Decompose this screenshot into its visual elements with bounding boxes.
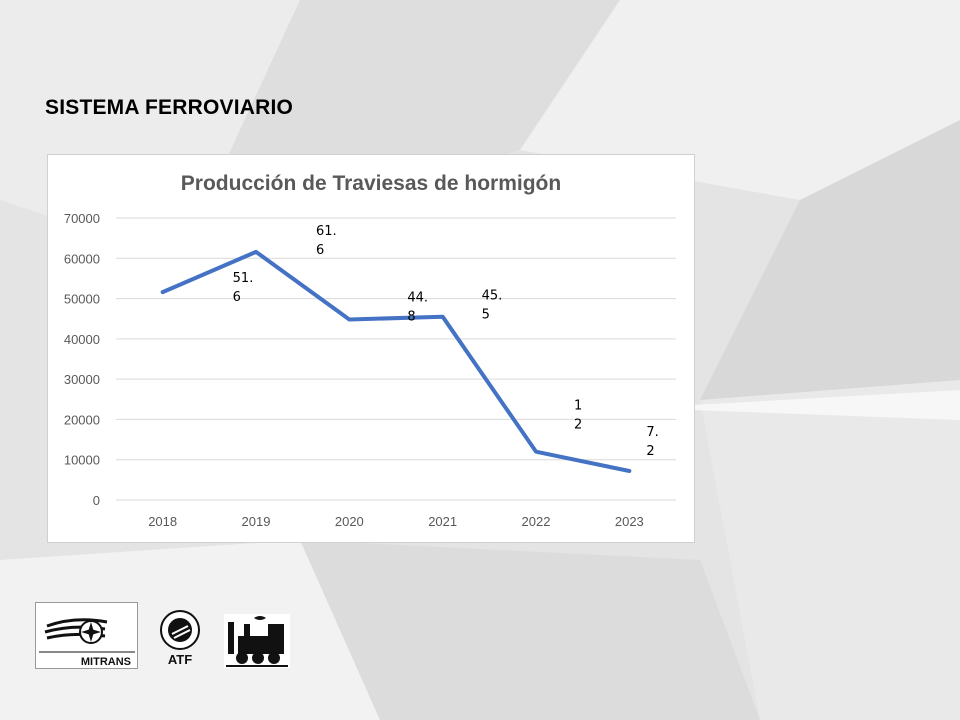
data-label-line: 7. [646,425,658,440]
mitrans-logo-text: MITRANS [81,656,131,668]
data-label-line: 44. [407,291,428,306]
data-label-line: 1 [574,399,582,414]
x-tick-label: 2018 [148,514,177,529]
data-label-line: 2 [574,418,582,433]
chart-grid [116,217,676,501]
x-tick-label: 2020 [335,514,364,529]
y-tick-label: 50000 [64,292,100,307]
data-label-line: 61. [316,224,337,239]
data-label-line: 51. [233,271,254,286]
series-line [160,249,632,473]
y-tick-label: 70000 [64,211,100,226]
data-label: 44.8 [407,291,428,325]
data-label: 51.6 [233,271,254,305]
atf-logo: ATF [160,610,200,667]
y-tick-label: 0 [93,493,100,508]
y-tick-label: 60000 [64,251,100,266]
footer-logos: MITRANS ATF [35,602,295,674]
y-tick-label: 40000 [64,332,100,347]
data-label-line: 6 [316,243,324,258]
y-axis: 0 10000 20000 30000 40000 50000 60000 70000 [64,211,100,508]
line-chart: Producción de Traviesas de hormigón 0 100… [64,172,676,529]
y-tick-label: 20000 [64,412,100,427]
mitrans-logo: MITRANS [35,602,138,669]
railway-logo [224,614,290,668]
data-label-line: 6 [233,290,241,305]
x-axis: 2018 2019 2020 2021 2022 2023 [148,514,644,529]
slide-title: SISTEMA FERROVIARIO [45,96,294,119]
y-tick-label: 10000 [64,453,100,468]
data-label: 45.5 [482,289,503,323]
data-label-line: 2 [646,444,654,459]
data-labels: 51.661.644.845.512 7.2 [233,224,659,459]
data-label: 12 [574,399,582,433]
data-label: 61.6 [316,224,337,258]
x-tick-label: 2019 [242,514,271,529]
y-tick-label: 30000 [64,372,100,387]
chart-title: Producción de Traviesas de hormigón [181,172,561,195]
x-tick-label: 2022 [522,514,551,529]
x-tick-label: 2023 [615,514,644,529]
data-label-line: 45. [482,289,503,304]
data-label-line: 8 [407,310,415,325]
x-tick-label: 2021 [428,514,457,529]
data-label: 7.2 [646,425,658,459]
data-label-line: 5 [482,308,490,323]
chart-container: Producción de Traviesas de hormigón 0 100… [47,154,695,543]
atf-logo-text: ATF [168,652,192,667]
